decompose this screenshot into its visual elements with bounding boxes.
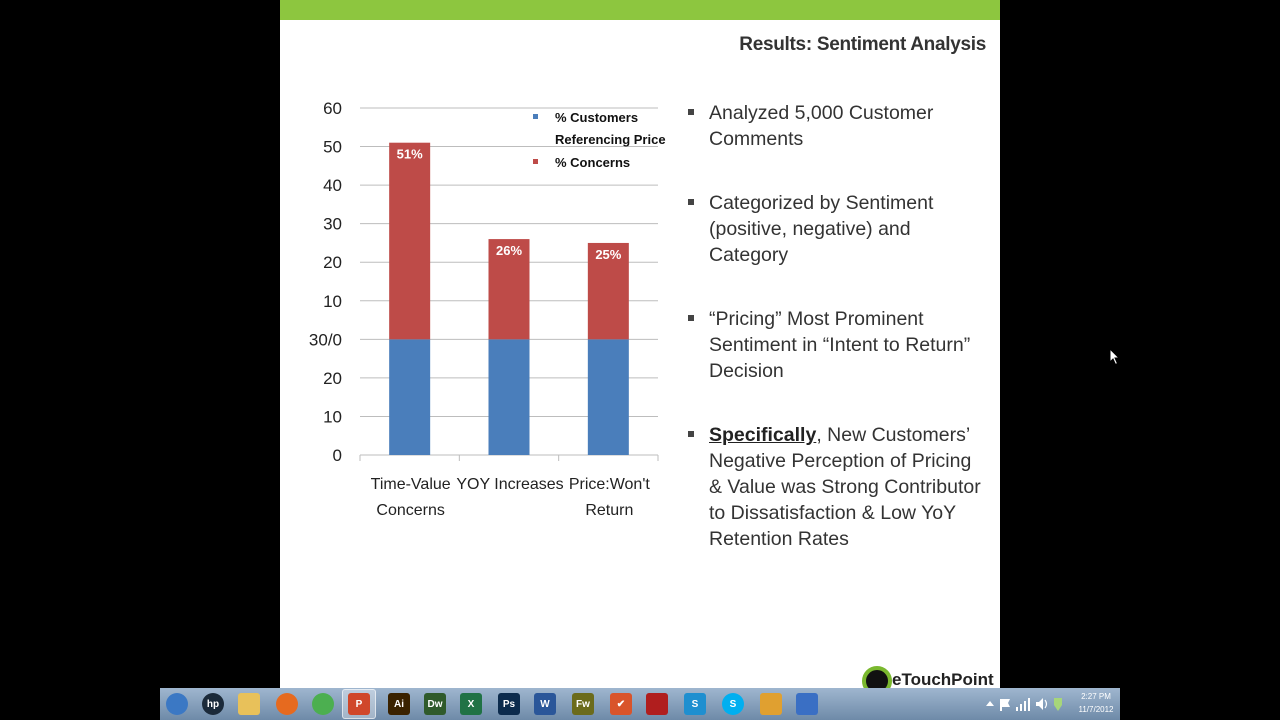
folder-icon	[238, 693, 260, 715]
bullet-text: Analyzed 5,000 Customer Comments	[709, 102, 934, 150]
y-tick-label: 20	[323, 369, 342, 388]
tray-expand-icon[interactable]	[986, 701, 994, 706]
taskbar-clock[interactable]: 2:27 PM 11/7/2012	[1072, 690, 1120, 716]
dreamweaver-icon: Dw	[424, 693, 446, 715]
x-category-label: Concerns	[376, 502, 444, 519]
bullet-text: “Pricing” Most Prominent Sentiment in “I…	[709, 308, 971, 382]
snagit-icon: S	[684, 693, 706, 715]
mouse-cursor-icon	[1109, 348, 1121, 366]
bullet-item: Analyzed 5,000 Customer Comments	[688, 100, 988, 152]
y-tick-label: 20	[323, 253, 342, 272]
pen-tool-button[interactable]	[754, 689, 788, 719]
system-tray[interactable]	[980, 688, 1120, 720]
y-tick-label: 10	[323, 292, 342, 311]
bullet-square-icon	[688, 431, 694, 437]
x-category-label: Return	[585, 502, 633, 519]
bullet-square-icon	[688, 199, 694, 205]
clock-date: 11/7/2012	[1078, 705, 1114, 714]
data-label: 51%	[397, 147, 423, 162]
bullet-item: “Pricing” Most Prominent Sentiment in “I…	[688, 306, 988, 384]
bullet-list: Analyzed 5,000 Customer Comments Categori…	[688, 100, 988, 590]
bar-concerns	[587, 242, 629, 340]
presentation-slide: Results: Sentiment Analysis 0 10 20 30/0 10 2…	[280, 0, 1000, 690]
legend-swatch	[533, 114, 538, 119]
gear-icon	[796, 693, 818, 715]
illustrator-button[interactable]: Ai	[382, 689, 416, 719]
chrome-button[interactable]	[306, 689, 340, 719]
checkmark-icon: ✔	[610, 693, 632, 715]
chrome-icon	[312, 693, 334, 715]
bar-customers-referencing-price	[488, 339, 530, 455]
x-category-label: YOY Increases	[456, 476, 563, 493]
start-button[interactable]	[160, 689, 194, 719]
photoshop-icon: Ps	[498, 693, 520, 715]
fireworks-icon: Fw	[572, 693, 594, 715]
snagit-button[interactable]: S	[678, 689, 712, 719]
photoshop-button[interactable]: Ps	[492, 689, 526, 719]
logo-ring-icon	[862, 666, 892, 690]
y-tick-label: 40	[323, 176, 342, 195]
y-tick-label: 30/0	[309, 330, 342, 349]
bullet-text: Categorized by Sentiment (positive, nega…	[709, 192, 934, 266]
windows-taskbar: hp P Ai Dw X Ps W Fw ✔ S S 2:27 PM 11/7/2012	[160, 688, 1120, 720]
shield-icon[interactable]	[1054, 698, 1062, 711]
skype-icon: S	[722, 693, 744, 715]
legend-label: Referencing Price	[555, 132, 666, 147]
excel-button[interactable]: X	[454, 689, 488, 719]
bar-customers-referencing-price	[587, 339, 629, 455]
bullet-item: Categorized by Sentiment (positive, nega…	[688, 190, 988, 268]
legend-label: % Concerns	[555, 155, 630, 170]
y-tick-label: 50	[323, 138, 342, 157]
x-category-label: Price:Won't	[569, 476, 651, 493]
bullet-emphasis: Specifically	[709, 424, 817, 446]
illustrator-icon: Ai	[388, 693, 410, 715]
redbird-button[interactable]	[640, 689, 674, 719]
bar-concerns	[488, 239, 530, 340]
etouchpoint-logo: eTouchPoint	[862, 662, 1000, 690]
data-label: 26%	[496, 243, 522, 258]
word-button[interactable]: W	[528, 689, 562, 719]
bullet-item: Specifically, New Customers’ Negative Pe…	[688, 422, 988, 552]
bar-customers-referencing-price	[389, 339, 431, 455]
flag-icon[interactable]	[1000, 699, 1010, 711]
hp-button[interactable]: hp	[196, 689, 230, 719]
slide-header-bar	[280, 0, 1000, 20]
y-tick-label: 0	[333, 446, 342, 465]
dreamweaver-button[interactable]: Dw	[418, 689, 452, 719]
bullet-text: , New Customers’ Negative Perception of …	[709, 424, 981, 550]
skype-button[interactable]: S	[716, 689, 750, 719]
legend-swatch	[533, 159, 538, 164]
y-tick-label: 60	[323, 99, 342, 118]
hp-icon: hp	[202, 693, 224, 715]
slide-title: Results: Sentiment Analysis	[739, 34, 986, 55]
excel-icon: X	[460, 693, 482, 715]
fireworks-button[interactable]: Fw	[566, 689, 600, 719]
bullet-square-icon	[688, 109, 694, 115]
explorer-button[interactable]	[232, 689, 266, 719]
clock-time: 2:27 PM	[1081, 692, 1111, 701]
word-icon: W	[534, 693, 556, 715]
x-category-label: Time-Value	[371, 476, 451, 493]
network-icon[interactable]	[1016, 698, 1030, 711]
powerpoint-button[interactable]: P	[342, 689, 376, 719]
y-tick-label: 30	[323, 215, 342, 234]
pen-icon	[760, 693, 782, 715]
firefox-icon	[276, 693, 298, 715]
data-label: 25%	[595, 247, 621, 262]
bird-icon	[646, 693, 668, 715]
y-tick-label: 10	[323, 407, 342, 426]
logo-text: eTouchPoint	[892, 670, 994, 689]
volume-icon[interactable]	[1036, 698, 1048, 710]
powerpoint-icon: P	[348, 693, 370, 715]
checklist-button[interactable]: ✔	[604, 689, 638, 719]
windows-orb-icon	[166, 693, 188, 715]
firefox-button[interactable]	[270, 689, 304, 719]
legend-label: % Customers	[555, 110, 638, 125]
bullet-square-icon	[688, 315, 694, 321]
stacked-bar-chart: 0 10 20 30/0 10 20 30 40 50 60 51% 26% 25% Time-Val…	[309, 99, 666, 519]
bar-concerns	[389, 142, 431, 340]
gear-app-button[interactable]	[790, 689, 824, 719]
